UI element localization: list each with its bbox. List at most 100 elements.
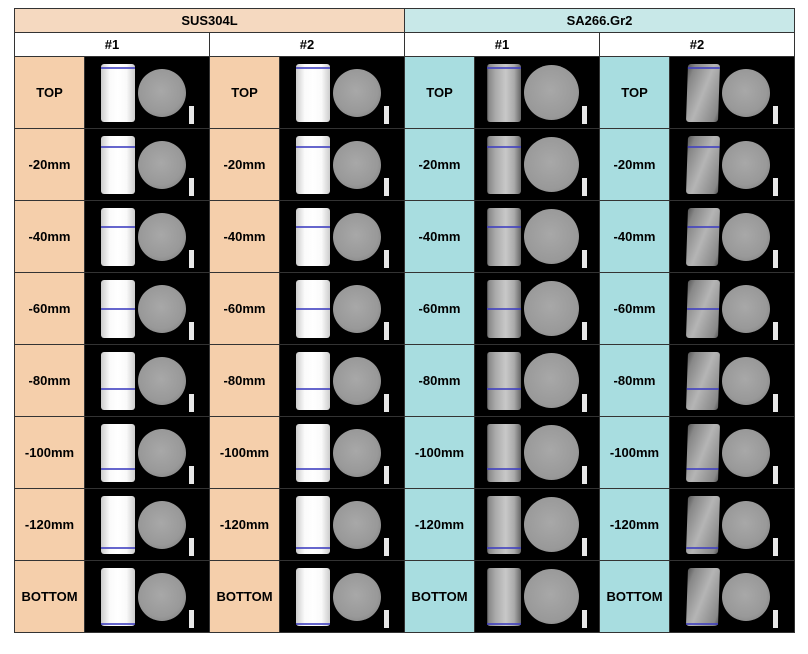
- cross-section-circle: [333, 501, 381, 549]
- grid-row: -80mm-80mm-80mm-80mm: [15, 345, 795, 417]
- cross-section-circle: [138, 141, 186, 189]
- scale-bar: [384, 178, 389, 196]
- scale-bar: [773, 106, 778, 124]
- grid-row: -40mm-40mm-40mm-40mm: [15, 201, 795, 273]
- grid-row: -60mm-60mm-60mm-60mm: [15, 273, 795, 345]
- ct-image-cell: [670, 57, 795, 129]
- specimen-ct-grid: SUS304L SA266.Gr2 #1 #2 #1 #2 TOPTOPTOPT…: [14, 8, 795, 633]
- row-label: -100mm: [210, 417, 280, 489]
- cross-section-circle: [138, 501, 186, 549]
- scan-line: [101, 226, 135, 228]
- ct-image-cell: [670, 417, 795, 489]
- ct-image-cell: [670, 129, 795, 201]
- row-label: TOP: [15, 57, 85, 129]
- cylinder-scan: [296, 424, 330, 482]
- cross-section-circle: [138, 69, 186, 117]
- ct-image-cell: [475, 489, 600, 561]
- cylinder-scan: [685, 64, 719, 122]
- row-label: -40mm: [210, 201, 280, 273]
- cross-section-circle: [722, 573, 770, 621]
- scan-line: [487, 623, 521, 625]
- scan-line: [487, 388, 521, 390]
- cylinder-scan: [487, 352, 521, 410]
- material-header-left: SUS304L: [15, 9, 405, 33]
- scan-line: [686, 308, 718, 310]
- grid-row: -120mm-120mm-120mm-120mm: [15, 489, 795, 561]
- scan-line: [687, 146, 719, 148]
- cylinder-scan: [101, 136, 135, 194]
- row-label: -100mm: [405, 417, 475, 489]
- row-label: -20mm: [600, 129, 670, 201]
- scan-line: [686, 547, 718, 549]
- row-label: -60mm: [210, 273, 280, 345]
- ct-image-cell: [475, 417, 600, 489]
- cross-section-circle: [722, 429, 770, 477]
- ct-image-cell: [280, 201, 405, 273]
- cylinder-scan: [487, 136, 521, 194]
- cross-section-circle: [524, 137, 579, 192]
- cylinder-scan: [487, 64, 521, 122]
- scale-bar: [582, 106, 587, 124]
- scale-bar: [384, 322, 389, 340]
- sample-header-r1: #1: [405, 33, 600, 57]
- scale-bar: [582, 322, 587, 340]
- scan-line: [296, 226, 330, 228]
- scan-line: [487, 547, 521, 549]
- row-label: -120mm: [600, 489, 670, 561]
- ct-image-cell: [670, 201, 795, 273]
- grid-row: -100mm-100mm-100mm-100mm: [15, 417, 795, 489]
- scale-bar: [773, 466, 778, 484]
- cross-section-circle: [333, 357, 381, 405]
- cylinder-scan: [101, 424, 135, 482]
- scale-bar: [582, 250, 587, 268]
- cross-section-circle: [524, 281, 579, 336]
- row-label: BOTTOM: [405, 561, 475, 633]
- ct-image-cell: [85, 345, 210, 417]
- row-label: -40mm: [600, 201, 670, 273]
- ct-image-cell: [475, 129, 600, 201]
- cylinder-scan: [296, 280, 330, 338]
- cross-section-circle: [333, 285, 381, 333]
- ct-image-cell: [280, 561, 405, 633]
- cylinder-scan: [685, 136, 719, 194]
- cylinder-scan: [101, 280, 135, 338]
- scan-line: [487, 146, 521, 148]
- row-label: -80mm: [15, 345, 85, 417]
- scan-line: [296, 623, 330, 625]
- scan-line: [296, 308, 330, 310]
- scale-bar: [189, 538, 194, 556]
- scan-line: [687, 67, 719, 69]
- cylinder-scan: [101, 496, 135, 554]
- grid-row: TOPTOPTOPTOP: [15, 57, 795, 129]
- grid-row: BOTTOMBOTTOMBOTTOMBOTTOM: [15, 561, 795, 633]
- scan-line: [686, 468, 718, 470]
- ct-image-cell: [670, 561, 795, 633]
- cylinder-scan: [487, 424, 521, 482]
- ct-image-cell: [475, 201, 600, 273]
- row-label: -100mm: [600, 417, 670, 489]
- row-label: TOP: [600, 57, 670, 129]
- scan-line: [296, 67, 330, 69]
- scan-line: [487, 468, 521, 470]
- ct-image-cell: [85, 129, 210, 201]
- scale-bar: [773, 610, 778, 628]
- cylinder-scan: [685, 280, 719, 338]
- ct-image-cell: [280, 273, 405, 345]
- scale-bar: [773, 178, 778, 196]
- ct-image-cell: [280, 57, 405, 129]
- scan-line: [487, 308, 521, 310]
- cross-section-circle: [722, 501, 770, 549]
- cross-section-circle: [138, 573, 186, 621]
- row-label: TOP: [405, 57, 475, 129]
- cylinder-scan: [296, 64, 330, 122]
- scale-bar: [773, 394, 778, 412]
- cross-section-circle: [524, 425, 579, 480]
- cylinder-scan: [101, 352, 135, 410]
- ct-image-cell: [85, 57, 210, 129]
- cross-section-circle: [524, 497, 579, 552]
- scale-bar: [582, 178, 587, 196]
- cylinder-scan: [296, 352, 330, 410]
- sample-header-l2: #2: [210, 33, 405, 57]
- grid-body: TOPTOPTOPTOP-20mm-20mm-20mm-20mm-40mm-40…: [15, 57, 795, 633]
- scan-line: [101, 468, 135, 470]
